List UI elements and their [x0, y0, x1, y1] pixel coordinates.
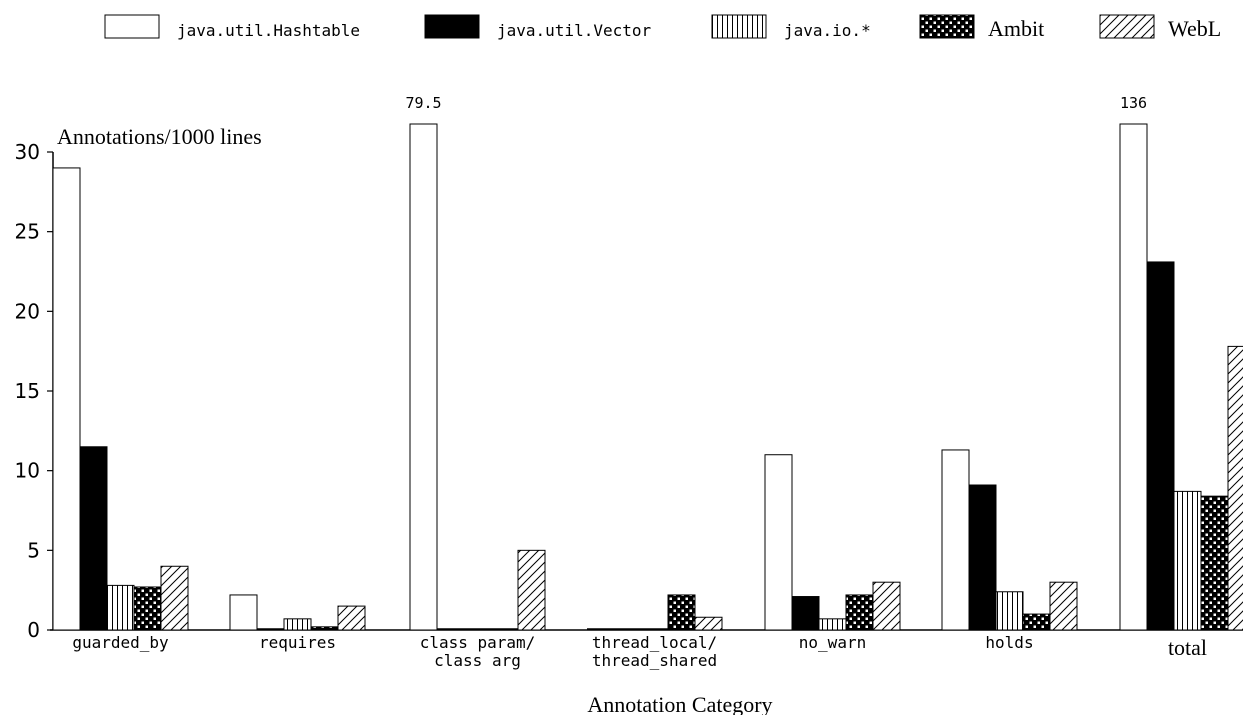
bar	[1173, 490, 1202, 631]
bar	[337, 605, 366, 631]
x-tick-label: thread_shared	[592, 651, 717, 670]
legend-swatch	[711, 14, 767, 39]
bar	[764, 454, 793, 631]
x-tick-label: requires	[259, 633, 336, 652]
legend-item: java.util.Vector	[424, 14, 651, 40]
bar	[409, 123, 438, 631]
bar	[995, 591, 1024, 631]
legend-swatch	[919, 14, 975, 39]
bar	[52, 167, 81, 631]
data-label: 136	[1120, 94, 1147, 112]
legend-label: java.util.Hashtable	[177, 21, 360, 40]
bars	[52, 123, 1243, 631]
x-tick-label: total	[1168, 635, 1207, 660]
bar	[694, 616, 723, 631]
bar	[133, 586, 162, 631]
bar	[968, 484, 997, 631]
bar	[872, 581, 901, 631]
x-tick-label: no_warn	[799, 633, 866, 652]
bar-group	[587, 594, 723, 631]
y-tick-label: 30	[15, 140, 40, 164]
bar-group	[941, 449, 1078, 631]
bar-group	[229, 594, 366, 631]
bar-group	[764, 454, 901, 631]
x-tick-label: guarded_by	[72, 633, 169, 652]
data-label: 79.5	[405, 94, 441, 112]
legend-swatch	[104, 14, 160, 39]
legend-item: WebL	[1099, 14, 1221, 41]
legend-swatch	[1099, 14, 1155, 39]
y-axis-label: Annotations/1000 lines	[57, 124, 262, 149]
legend: java.util.Hashtable java.util.Vector java.…	[104, 14, 1221, 41]
y-tick-label: 15	[15, 379, 40, 403]
bar	[1022, 613, 1051, 631]
y-tick-label: 10	[15, 459, 40, 483]
bar	[1146, 261, 1175, 631]
bar	[941, 449, 970, 631]
legend-label: java.io.*	[784, 21, 871, 40]
bar	[517, 549, 546, 631]
legend-label: java.util.Vector	[497, 21, 651, 40]
bar	[667, 594, 696, 631]
labels: Annotations/1000 lines Annotation Categor…	[57, 94, 1207, 715]
bar	[229, 594, 258, 631]
x-tick-label: thread_local/	[592, 633, 717, 652]
bar-group	[1119, 123, 1243, 631]
x-axis-label: Annotation Category	[587, 692, 772, 715]
legend-label: Ambit	[988, 16, 1044, 41]
bar	[1119, 123, 1148, 631]
axes: 0 5 10 15 20 25 30	[15, 140, 1243, 642]
y-tick-label: 0	[27, 618, 40, 642]
legend-swatch	[424, 14, 480, 39]
bar	[79, 446, 108, 631]
y-tick-label: 20	[15, 299, 40, 323]
bar	[791, 596, 820, 631]
bar	[1227, 345, 1243, 631]
bar-group	[409, 123, 546, 631]
legend-item: java.util.Hashtable	[104, 14, 360, 40]
x-tick-label: class param/	[420, 633, 536, 652]
bar	[1200, 495, 1229, 631]
x-tick-label: holds	[985, 633, 1033, 652]
bar	[1049, 581, 1078, 631]
legend-item: java.io.*	[711, 14, 871, 40]
bar	[845, 594, 874, 631]
bar	[106, 584, 135, 631]
x-tick-label: class arg	[434, 651, 521, 670]
bar-group	[52, 167, 189, 631]
bar	[160, 565, 189, 631]
bar	[310, 626, 339, 631]
y-tick-label: 5	[27, 538, 40, 562]
y-tick-label: 25	[15, 220, 40, 244]
legend-label: WebL	[1168, 16, 1221, 41]
legend-item: Ambit	[919, 14, 1044, 41]
bar	[818, 618, 847, 631]
bar	[283, 618, 312, 631]
